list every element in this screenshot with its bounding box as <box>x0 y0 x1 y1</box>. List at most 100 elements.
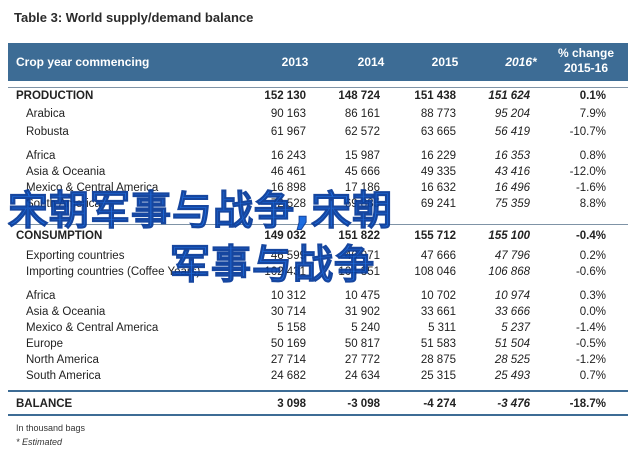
row-value: 16 496 <box>494 182 530 194</box>
header-label: Crop year commencing <box>16 55 150 69</box>
row-value: 33 661 <box>420 306 456 318</box>
table-row: Asia & Oceania 30 714 31 902 33 661 33 666 0.… <box>8 304 628 320</box>
row-value: 10 702 <box>420 290 456 302</box>
row-label: CONSUMPTION <box>16 230 103 242</box>
row-label: Mexico & Central America <box>26 322 159 334</box>
row-change: -1.2% <box>575 354 606 366</box>
row-value: 16 353 <box>494 150 530 162</box>
row-label: BALANCE <box>16 398 73 410</box>
row-value: 50 817 <box>344 338 380 350</box>
header-year-2016: 2016* <box>505 55 537 69</box>
row-value: 155 712 <box>414 230 456 242</box>
row-label: Exporting countries <box>26 250 125 262</box>
row-value: 45 666 <box>344 166 380 178</box>
row-value: -4 274 <box>423 398 456 410</box>
table-row: Robusta 61 967 62 572 63 665 56 419 -10.7% <box>8 124 628 140</box>
row-change: -0.6% <box>575 266 606 278</box>
row-value: 47 666 <box>420 250 456 262</box>
row-change: 0.2% <box>579 250 606 262</box>
row-value: 5 237 <box>501 322 530 334</box>
row-value: 61 967 <box>270 126 306 138</box>
row-value: 148 724 <box>338 90 380 102</box>
row-value: 3 098 <box>277 398 306 410</box>
table-row: South America 24 682 24 634 25 315 25 493 0.7… <box>8 368 628 384</box>
production-rule <box>8 87 628 88</box>
row-value: 24 682 <box>270 370 306 382</box>
row-value: 25 493 <box>494 370 530 382</box>
row-value: 69 241 <box>420 198 456 210</box>
row-value: 46 461 <box>270 166 306 178</box>
row-label: Importing countries (Coffee Years) <box>26 266 201 278</box>
row-label: Africa <box>26 290 56 302</box>
table-row: South America 72 528 69 885 69 241 75 359 8.8… <box>8 196 628 212</box>
row-value: 95 204 <box>494 108 530 120</box>
balance-top-rule <box>8 390 628 392</box>
row-value: 149 032 <box>264 230 306 242</box>
table-title: Table 3: World supply/demand balance <box>14 10 254 25</box>
row-change: -18.7% <box>569 398 606 410</box>
footnote-units: In thousand bags <box>16 423 86 433</box>
row-value: 155 100 <box>488 230 530 242</box>
watermark-line-1: 宋朝军事与战争,宋朝 <box>7 188 394 235</box>
row-value: 16 243 <box>270 150 306 162</box>
row-value: 30 714 <box>270 306 306 318</box>
row-value: -3 476 <box>497 398 530 410</box>
row-label: Europe <box>26 338 64 350</box>
row-value: 5 311 <box>428 322 456 334</box>
balance-bottom-rule <box>8 414 628 416</box>
row-value: 15 987 <box>344 150 380 162</box>
row-label: Robusta <box>26 126 69 138</box>
row-value: 10 475 <box>344 290 380 302</box>
row-label: Asia & Oceania <box>26 166 106 178</box>
row-label: Africa <box>26 150 56 162</box>
row-value: 102 431 <box>264 266 306 278</box>
row-change: 0.0% <box>579 306 606 318</box>
header-year-2015: 2015 <box>431 55 459 69</box>
table-row: Mexico & Central America 16 898 17 186 16 6… <box>8 180 628 196</box>
row-value: 10 974 <box>494 290 530 302</box>
row-change: -0.4% <box>575 230 606 242</box>
row-label: South America <box>26 198 101 210</box>
row-value: 50 169 <box>270 338 306 350</box>
row-value: 72 528 <box>270 198 306 210</box>
row-value: 151 438 <box>414 90 456 102</box>
table-row: PRODUCTION 152 130 148 724 151 438 151 624 0.… <box>8 88 628 104</box>
row-value: 152 130 <box>264 90 306 102</box>
table-row: North America 27 714 27 772 28 875 28 525 -1.… <box>8 352 628 368</box>
row-value: 46 971 <box>344 250 380 262</box>
row-value: 51 583 <box>420 338 456 350</box>
row-value: 46 599 <box>270 250 306 262</box>
row-value: 62 572 <box>344 126 380 138</box>
row-value: 27 714 <box>270 354 306 366</box>
footnote-estimated: * Estimated <box>16 437 63 447</box>
row-change: -1.4% <box>575 322 606 334</box>
row-value: 28 525 <box>494 354 530 366</box>
row-value: 90 163 <box>270 108 306 120</box>
header-change-line1: % change <box>557 46 614 60</box>
table-row: Importing countries (Coffee Years) 102 43… <box>8 264 628 280</box>
row-label: North America <box>26 354 99 366</box>
row-label: Mexico & Central America <box>26 182 159 194</box>
row-value: 63 665 <box>420 126 456 138</box>
row-change: 0.7% <box>579 370 606 382</box>
header-year-2013: 2013 <box>281 55 309 69</box>
row-value: 151 624 <box>488 90 530 102</box>
row-value: 33 666 <box>494 306 530 318</box>
row-change: 7.9% <box>579 108 606 120</box>
row-value: 5 158 <box>277 322 306 334</box>
row-value: 5 240 <box>351 322 380 334</box>
row-value: 27 772 <box>344 354 380 366</box>
row-value: 51 504 <box>494 338 530 350</box>
row-value: 49 335 <box>420 166 456 178</box>
row-value: 16 632 <box>420 182 456 194</box>
row-value: 25 315 <box>420 370 456 382</box>
row-change: -12.0% <box>569 166 606 178</box>
watermark-line-2: 军事与战争 <box>170 242 375 289</box>
row-value: 108 046 <box>414 266 456 278</box>
row-value: 86 161 <box>344 108 380 120</box>
row-change: -0.5% <box>575 338 606 350</box>
table-row: BALANCE 3 098 -3 098 -4 274 -3 476 -18.7% <box>8 396 628 412</box>
row-change: 0.3% <box>579 290 606 302</box>
table-row: Arabica 90 163 86 161 88 773 95 204 7.9% <box>8 106 628 122</box>
row-value: 24 634 <box>344 370 380 382</box>
